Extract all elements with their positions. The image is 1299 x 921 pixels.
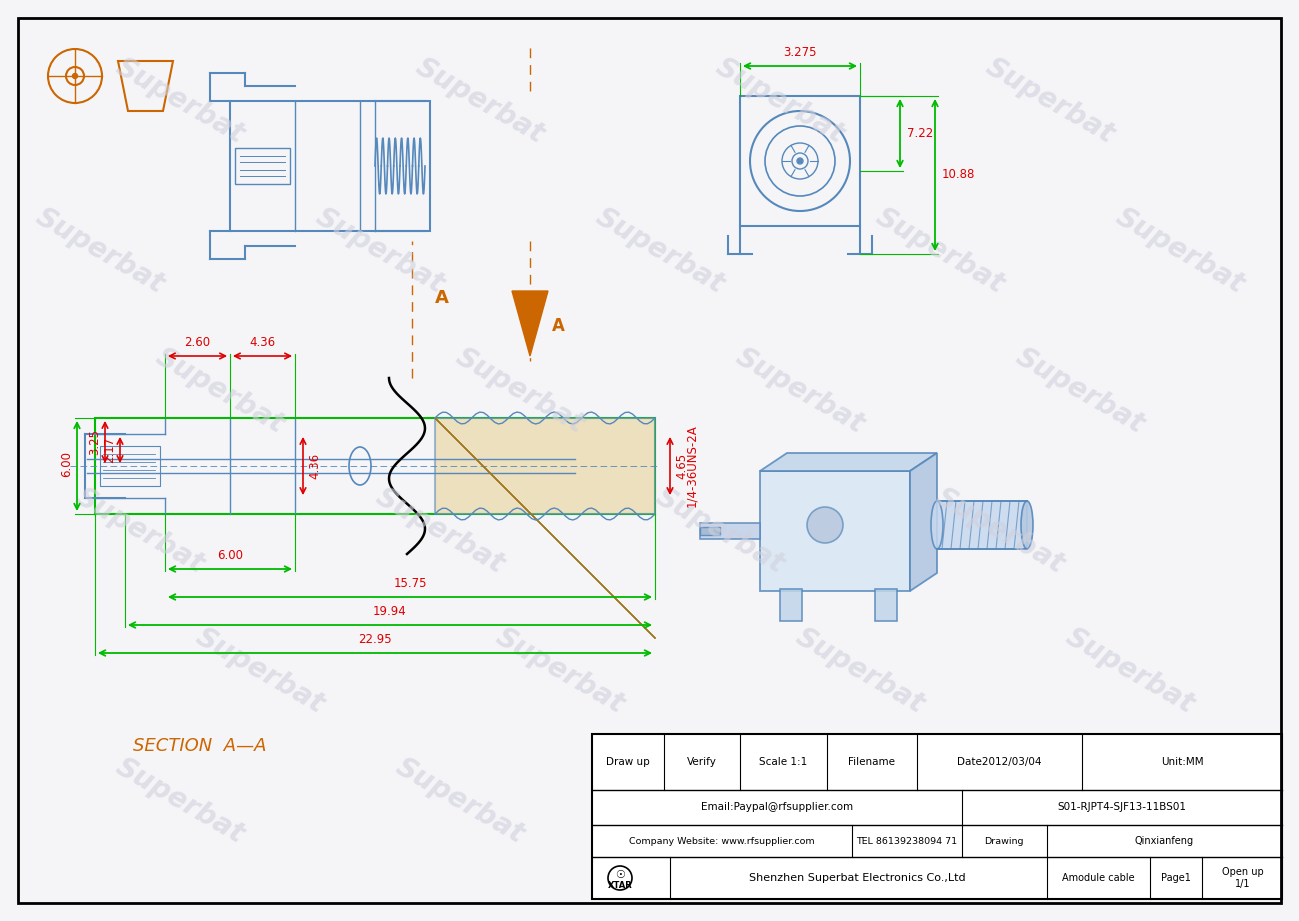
Text: 3.25: 3.25	[88, 429, 101, 455]
Text: 4.36: 4.36	[308, 453, 321, 479]
Text: Superbat: Superbat	[391, 752, 530, 849]
Text: TEL 86139238094 71: TEL 86139238094 71	[856, 836, 957, 845]
Text: Superbat: Superbat	[110, 752, 249, 849]
Text: Email:Paypal@rfsupplier.com: Email:Paypal@rfsupplier.com	[701, 802, 853, 812]
Text: ☉: ☉	[614, 870, 625, 880]
Text: Draw up: Draw up	[607, 757, 650, 767]
Bar	[779, 589, 801, 621]
Text: 15.75: 15.75	[394, 577, 427, 590]
Text: Superbat: Superbat	[981, 52, 1120, 149]
Text: Superbat: Superbat	[691, 752, 829, 849]
Text: Superbat: Superbat	[651, 483, 790, 579]
Text: Company Website: www.rfsupplier.com: Company Website: www.rfsupplier.com	[629, 836, 814, 845]
Bar	[760, 471, 911, 591]
Text: Verify: Verify	[687, 757, 717, 767]
Text: Superbat: Superbat	[1061, 623, 1199, 719]
Text: Superbat: Superbat	[191, 623, 330, 719]
Text: 4.65: 4.65	[675, 453, 688, 479]
Bar	[235, 148, 290, 184]
Text: S01-RJPT4-SJF13-11BS01: S01-RJPT4-SJF13-11BS01	[1057, 802, 1186, 812]
Text: Date2012/03/04: Date2012/03/04	[957, 757, 1042, 767]
Bar	[95, 418, 655, 514]
Text: Page1: Page1	[1161, 873, 1191, 883]
Text: Filename: Filename	[848, 757, 895, 767]
Text: Unit:MM: Unit:MM	[1161, 757, 1203, 767]
Text: Scale 1:1: Scale 1:1	[760, 757, 808, 767]
Text: Superbat: Superbat	[451, 343, 590, 439]
Text: Superbat: Superbat	[70, 483, 209, 579]
Text: Superbat: Superbat	[151, 343, 290, 439]
Circle shape	[798, 159, 801, 163]
Polygon shape	[911, 453, 937, 591]
Circle shape	[807, 507, 843, 543]
Text: 2.17: 2.17	[103, 437, 116, 463]
Text: Superbat: Superbat	[591, 203, 729, 299]
Text: Superbat: Superbat	[410, 52, 549, 149]
Text: Superbat: Superbat	[870, 203, 1009, 299]
Text: Open up
1/1: Open up 1/1	[1222, 868, 1264, 889]
Text: Superbat: Superbat	[110, 52, 249, 149]
Text: 7.22: 7.22	[907, 127, 933, 140]
Text: 22.95: 22.95	[359, 633, 392, 646]
Text: 10.88: 10.88	[942, 169, 976, 181]
Text: 6.00: 6.00	[60, 451, 73, 477]
Bar	[937, 501, 1028, 549]
Text: 19.94: 19.94	[373, 605, 407, 618]
Text: Superbat: Superbat	[1011, 343, 1150, 439]
Text: Qinxianfeng: Qinxianfeng	[1134, 836, 1194, 846]
Bar	[700, 527, 720, 535]
Ellipse shape	[1021, 501, 1033, 549]
Bar	[435, 418, 655, 514]
Ellipse shape	[931, 501, 943, 549]
Polygon shape	[512, 291, 548, 356]
Bar	[230, 101, 430, 231]
Text: 3.275: 3.275	[783, 46, 817, 59]
Bar	[700, 523, 760, 539]
Text: SECTION  A—A: SECTION A—A	[134, 737, 266, 755]
Text: 2.60: 2.60	[184, 336, 210, 349]
Text: Superbat: Superbat	[310, 203, 449, 299]
Text: Drawing: Drawing	[985, 836, 1024, 845]
Text: 1/4-36UNS-2A: 1/4-36UNS-2A	[685, 425, 698, 507]
Polygon shape	[760, 453, 937, 471]
Text: Superbat: Superbat	[370, 483, 509, 579]
Text: 4.36: 4.36	[249, 336, 275, 349]
Bar	[100, 446, 160, 486]
Text: Superbat: Superbat	[711, 52, 850, 149]
Bar	[592, 734, 1282, 899]
Text: A: A	[552, 317, 565, 335]
Text: Superbat: Superbat	[491, 623, 629, 719]
Text: A: A	[435, 289, 449, 307]
Circle shape	[73, 74, 78, 78]
Text: XTAR: XTAR	[608, 880, 633, 890]
Text: Superbat: Superbat	[1111, 203, 1250, 299]
Text: 6.00: 6.00	[217, 549, 243, 562]
Text: Shenzhen Superbat Electronics Co.,Ltd: Shenzhen Superbat Electronics Co.,Ltd	[748, 873, 965, 883]
Text: Superbat: Superbat	[930, 483, 1069, 579]
Text: Superbat: Superbat	[730, 343, 869, 439]
Text: Superbat: Superbat	[970, 752, 1109, 849]
Bar	[876, 589, 898, 621]
Text: Superbat: Superbat	[31, 203, 169, 299]
Bar	[740, 96, 860, 226]
Text: Amodule cable: Amodule cable	[1061, 873, 1134, 883]
Text: Superbat: Superbat	[791, 623, 929, 719]
